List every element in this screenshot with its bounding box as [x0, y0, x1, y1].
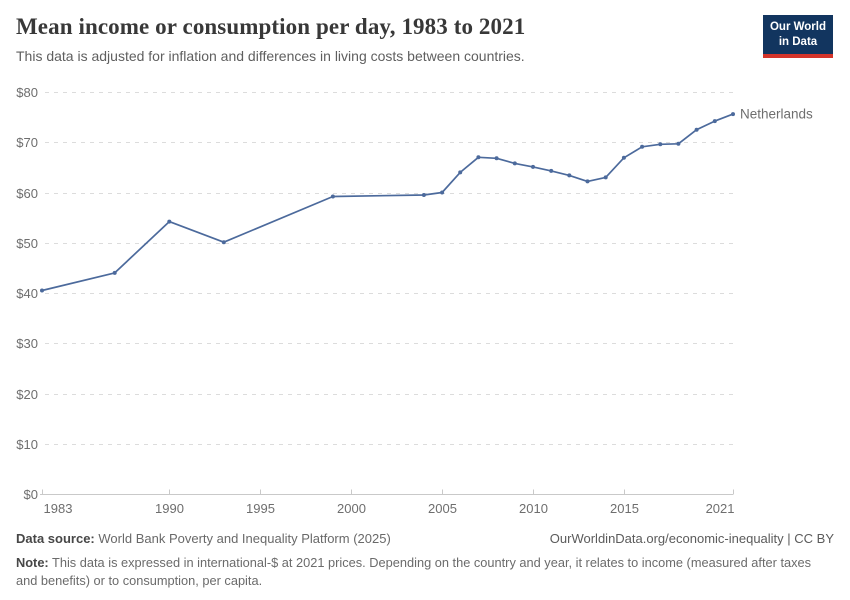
- y-axis-tick-label: $0: [24, 487, 38, 502]
- x-axis-tick-label: 2000: [337, 501, 366, 516]
- data-point-marker[interactable]: [640, 144, 645, 149]
- x-axis-tick-label: 2015: [610, 501, 639, 516]
- x-axis-tick-label: 1990: [155, 501, 184, 516]
- y-axis-tick-label: $20: [16, 387, 38, 402]
- y-axis-tick-label: $70: [16, 135, 38, 150]
- chart-footer: Data source: World Bank Poverty and Ineq…: [16, 531, 834, 590]
- y-axis-tick-label: $80: [16, 85, 38, 100]
- series-end-label[interactable]: Netherlands: [740, 107, 813, 122]
- y-axis-tick-label: $60: [16, 186, 38, 201]
- owid-logo-line1: Our World: [769, 21, 826, 33]
- data-point-marker[interactable]: [476, 155, 481, 160]
- x-axis-tick-label: 2021: [706, 501, 735, 516]
- data-point-marker[interactable]: [40, 288, 44, 293]
- data-point-marker[interactable]: [458, 170, 463, 175]
- data-point-marker[interactable]: [440, 190, 445, 195]
- data-point-marker[interactable]: [658, 142, 663, 147]
- owid-logo-line2: in Data: [778, 35, 818, 48]
- data-point-marker[interactable]: [221, 240, 226, 245]
- chart-subtitle: This data is adjusted for inflation and …: [16, 48, 525, 64]
- y-axis-tick-label: $50: [16, 236, 38, 251]
- data-point-marker[interactable]: [676, 141, 681, 146]
- data-point-marker[interactable]: [694, 127, 699, 132]
- note-text: This data is expressed in international-…: [16, 555, 812, 589]
- chart-note: Note: This data is expressed in internat…: [16, 554, 828, 590]
- y-axis-tick-label: $40: [16, 286, 38, 301]
- data-point-marker[interactable]: [549, 168, 554, 173]
- chart-header: Mean income or consumption per day, 1983…: [16, 14, 834, 64]
- data-point-marker[interactable]: [621, 155, 626, 160]
- data-source-label: Data source:: [16, 531, 95, 546]
- data-source: Data source: World Bank Poverty and Ineq…: [16, 531, 391, 546]
- data-point-marker[interactable]: [167, 219, 172, 224]
- series-line[interactable]: [41, 113, 734, 292]
- x-axis-tick-label: 2010: [519, 501, 548, 516]
- data-point-marker[interactable]: [421, 193, 426, 197]
- data-point-marker[interactable]: [112, 270, 117, 275]
- x-axis-tick-label: 1995: [246, 501, 275, 516]
- note-label: Note:: [16, 555, 49, 570]
- y-axis-tick-label: $30: [16, 336, 38, 351]
- footer-link[interactable]: OurWorldinData.org/economic-inequality |…: [549, 531, 834, 546]
- data-point-marker[interactable]: [531, 164, 535, 169]
- data-point-marker[interactable]: [494, 156, 499, 161]
- data-point-marker[interactable]: [567, 173, 572, 178]
- data-point-marker[interactable]: [330, 194, 335, 199]
- data-source-value: World Bank Poverty and Inequality Platfo…: [98, 531, 391, 546]
- data-point-marker[interactable]: [731, 112, 735, 117]
- data-point-marker[interactable]: [603, 175, 608, 180]
- chart-title: Mean income or consumption per day, 1983…: [16, 14, 526, 39]
- y-axis-tick-label: $10: [16, 437, 38, 452]
- data-point-marker[interactable]: [585, 179, 590, 184]
- owid-logo[interactable]: Our World in Data: [763, 15, 833, 58]
- x-axis-tick-label: 2005: [428, 501, 457, 516]
- x-axis-tick-label: 1983: [44, 501, 73, 516]
- data-point-marker[interactable]: [712, 119, 717, 124]
- data-point-marker[interactable]: [512, 161, 517, 166]
